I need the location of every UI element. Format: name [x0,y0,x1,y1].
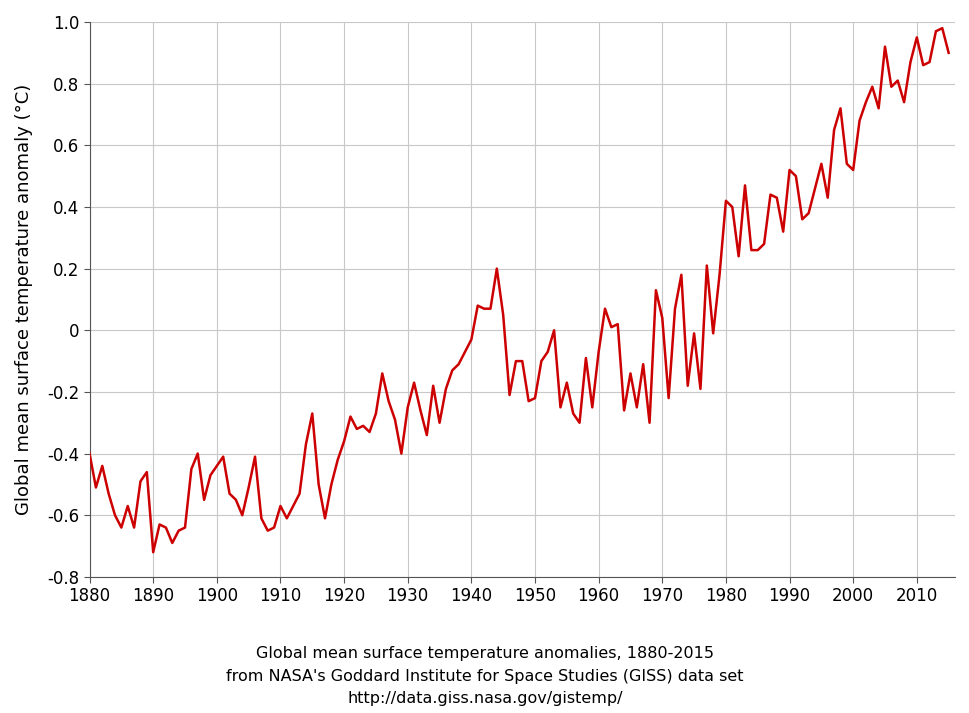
Y-axis label: Global mean surface temperature anomaly (°C): Global mean surface temperature anomaly … [15,84,33,515]
Text: Global mean surface temperature anomalies, 1880-2015
from NASA's Goddard Institu: Global mean surface temperature anomalie… [226,647,743,706]
